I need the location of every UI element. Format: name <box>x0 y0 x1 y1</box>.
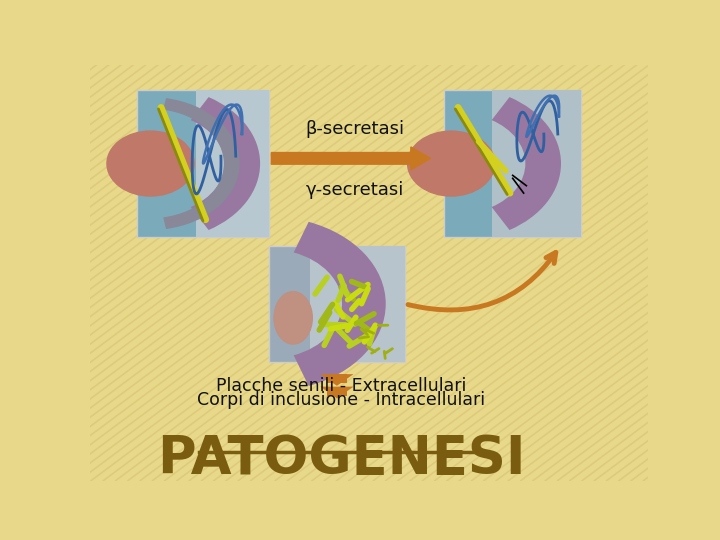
Wedge shape <box>294 222 386 386</box>
Ellipse shape <box>274 292 312 344</box>
FancyBboxPatch shape <box>444 90 581 238</box>
FancyBboxPatch shape <box>327 387 347 396</box>
FancyBboxPatch shape <box>492 90 581 238</box>
FancyBboxPatch shape <box>138 90 269 238</box>
FancyArrowPatch shape <box>408 252 556 310</box>
FancyBboxPatch shape <box>310 246 405 362</box>
Text: Placche senili - Extracellulari: Placche senili - Extracellulari <box>216 377 467 395</box>
Wedge shape <box>492 97 561 230</box>
Text: γ-secretasi: γ-secretasi <box>306 181 404 199</box>
Polygon shape <box>320 374 354 386</box>
FancyArrow shape <box>271 147 431 170</box>
Wedge shape <box>163 98 240 229</box>
Circle shape <box>408 131 495 196</box>
Polygon shape <box>320 387 354 399</box>
Text: Corpi di inclusione - Intracellulari: Corpi di inclusione - Intracellulari <box>197 391 485 409</box>
FancyBboxPatch shape <box>269 246 405 362</box>
FancyBboxPatch shape <box>327 374 347 383</box>
Text: β-secretasi: β-secretasi <box>305 119 405 138</box>
Circle shape <box>107 131 194 196</box>
FancyBboxPatch shape <box>197 90 269 238</box>
Wedge shape <box>191 97 260 230</box>
Text: PATOGENESI: PATOGENESI <box>157 433 526 485</box>
